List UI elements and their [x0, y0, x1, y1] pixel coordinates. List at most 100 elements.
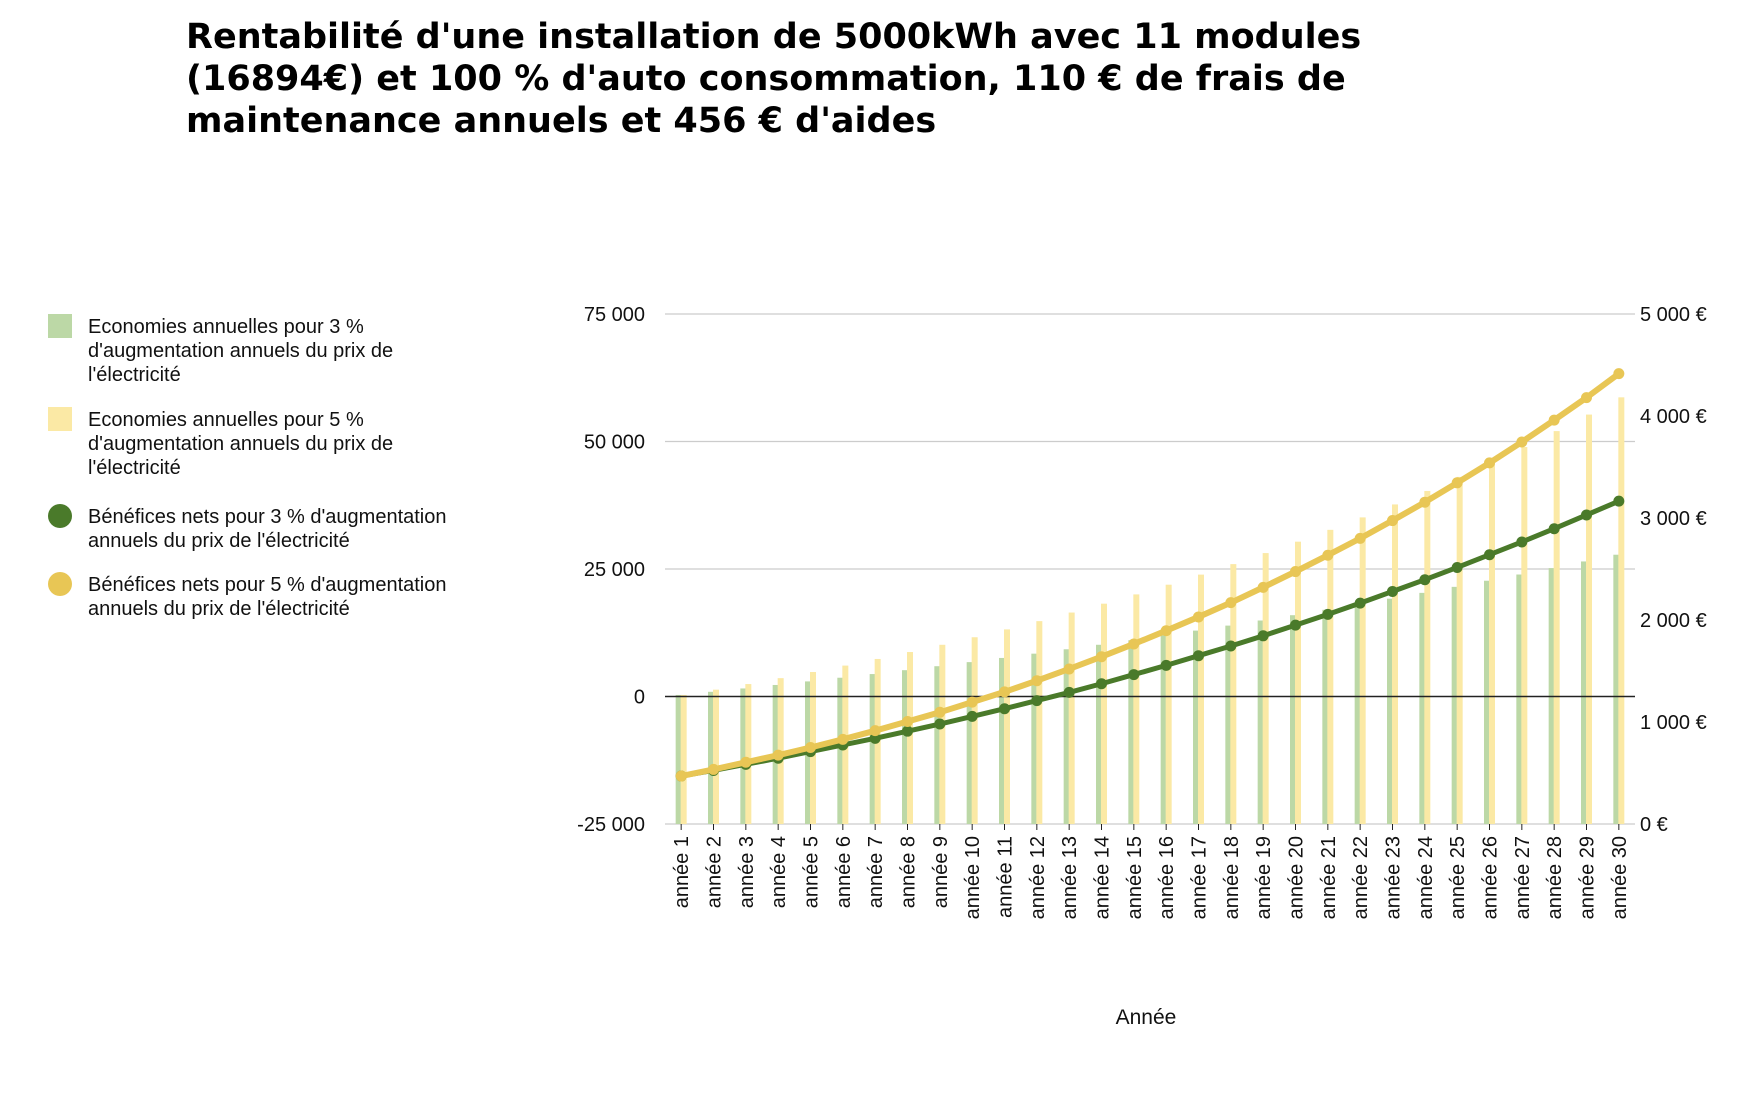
bar	[1262, 553, 1269, 824]
data-point	[675, 770, 687, 782]
data-point	[1160, 659, 1172, 671]
x-tick-label: année 28	[1544, 836, 1566, 919]
data-point	[837, 733, 849, 745]
data-point	[1387, 585, 1398, 597]
bar	[1456, 476, 1463, 824]
x-tick-label: année 1	[671, 836, 693, 908]
bar	[1618, 397, 1625, 824]
bar	[999, 657, 1005, 824]
x-tick-label: année 5	[801, 836, 823, 908]
x-tick-label: année 29	[1577, 836, 1599, 919]
x-tick-label: année 24	[1415, 836, 1437, 919]
x-tick-label: année 2	[704, 836, 726, 908]
left-tick-label: 0	[634, 687, 645, 709]
x-tick-label: année 15	[1124, 836, 1146, 919]
bar	[1327, 529, 1334, 824]
left-tick-label: 50 000	[584, 432, 645, 454]
chart-title: Rentabilité d'une installation de 5000kW…	[186, 17, 1362, 141]
x-tick-label: année 25	[1447, 836, 1469, 919]
data-point	[966, 696, 978, 708]
bar	[1063, 649, 1070, 824]
bar	[1193, 630, 1199, 824]
bar	[1036, 621, 1043, 824]
bar	[1128, 640, 1135, 824]
data-point	[1031, 695, 1043, 707]
bar	[1225, 625, 1232, 824]
x-axis-title: Année	[1116, 1006, 1177, 1029]
gridlines	[665, 313, 1635, 825]
data-point	[902, 715, 913, 727]
bars	[675, 397, 1625, 824]
x-tick-label: année 9	[930, 836, 952, 908]
right-tick-label: 5 000 €	[1640, 304, 1707, 326]
data-point	[708, 763, 719, 775]
data-point	[1387, 515, 1398, 527]
data-point	[869, 732, 881, 744]
data-point	[966, 710, 978, 722]
right-tick-label: 3 000 €	[1640, 508, 1707, 530]
bar	[1322, 609, 1329, 824]
data-point	[1322, 608, 1334, 620]
data-point	[1290, 619, 1301, 631]
data-point	[1193, 650, 1204, 662]
bar	[1451, 586, 1458, 824]
bar	[1516, 574, 1523, 824]
data-point	[934, 706, 946, 718]
data-point	[999, 686, 1010, 698]
bar	[1290, 615, 1296, 824]
data-point	[1290, 566, 1301, 578]
data-point	[1322, 549, 1334, 561]
data-point	[1451, 477, 1463, 489]
bar	[1096, 644, 1102, 824]
legend: Economies annuelles pour 3 % d'augmentati…	[48, 314, 447, 620]
x-tick-label: année 19	[1253, 836, 1275, 919]
data-point	[1484, 457, 1495, 469]
bar	[971, 637, 978, 824]
data-point	[1257, 630, 1269, 642]
bar	[837, 677, 844, 824]
data-point	[1419, 574, 1431, 586]
data-point	[1354, 597, 1366, 609]
data-point	[1063, 663, 1075, 675]
data-point	[934, 718, 946, 730]
x-tick-label: année 11	[995, 836, 1017, 918]
bar	[1354, 604, 1361, 824]
data-point	[805, 742, 816, 753]
data-point	[1613, 495, 1625, 507]
bar	[713, 689, 719, 824]
x-axis-ticks: année 1 année 2 année 3 année 4 année 5 année…	[671, 824, 1631, 919]
data-point	[1063, 686, 1075, 698]
bar	[1553, 431, 1560, 824]
data-point	[1225, 597, 1237, 609]
data-point	[1193, 611, 1204, 623]
bar	[1160, 635, 1167, 824]
x-tick-label: année 23	[1383, 836, 1405, 919]
x-tick-label: année 17	[1189, 836, 1211, 919]
bar	[869, 674, 876, 824]
x-tick-label: année 22	[1350, 836, 1372, 919]
bar	[1031, 653, 1038, 824]
x-tick-label: année 4	[768, 836, 790, 908]
data-point	[1581, 509, 1592, 521]
left-tick-label: 75 000	[584, 304, 645, 326]
data-point	[1548, 414, 1560, 426]
bar	[745, 684, 752, 824]
data-point	[1225, 640, 1237, 652]
data-point	[1096, 651, 1107, 663]
right-tick-label: 0 €	[1640, 814, 1668, 836]
x-tick-label: année 7	[865, 836, 887, 908]
left-axis-ticks: 75 000 50 000 25 000 0 -25 000	[577, 304, 645, 836]
right-axis-ticks: 5 000 € 4 000 € 3 000 € 2 000 € 1 000 € 0 €	[1640, 304, 1707, 836]
data-point	[999, 703, 1010, 715]
x-tick-label: année 10	[962, 836, 984, 919]
data-point	[1160, 625, 1172, 637]
data-point	[1516, 536, 1528, 548]
bar	[1295, 541, 1301, 824]
bar	[1359, 517, 1366, 824]
bar	[902, 670, 908, 824]
bar	[1392, 504, 1398, 824]
data-point	[1516, 436, 1528, 448]
data-point	[1613, 368, 1625, 380]
bar	[1581, 561, 1587, 824]
